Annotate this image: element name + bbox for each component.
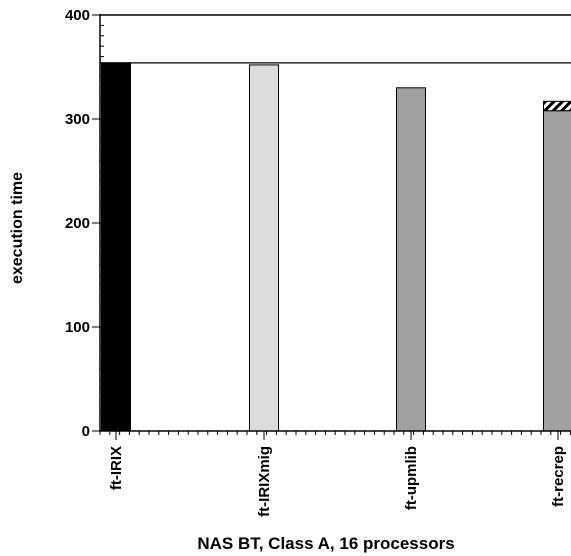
y-tick-label: 400 bbox=[65, 7, 90, 24]
x-tick-label: ft-IRIX bbox=[108, 446, 125, 490]
bar-segment-ft-recrep bbox=[543, 100, 571, 112]
y-tick-label: 100 bbox=[65, 319, 90, 336]
x-axis-label: NAS BT, Class A, 16 processors bbox=[197, 534, 454, 553]
y-tick-label: 0 bbox=[82, 423, 90, 440]
y-tick-label: 300 bbox=[65, 111, 90, 128]
bar-ft-upmlib bbox=[396, 87, 426, 432]
plot-area: 0 100 200 300 400 ft-IRIX ft-IRIXmig ft-upmlib f… bbox=[65, 7, 571, 517]
x-tick-label: ft-recrep bbox=[550, 446, 567, 507]
bar-ft-IRIXmig bbox=[249, 64, 279, 432]
x-tick-label: ft-upmlib bbox=[403, 446, 420, 510]
y-tick-label: 200 bbox=[65, 215, 90, 232]
bar-ft-IRIX bbox=[101, 62, 131, 432]
y-axis-label: execution time bbox=[9, 172, 26, 284]
bar-ft-recrep bbox=[543, 110, 571, 432]
x-tick-label: ft-IRIXmig bbox=[256, 446, 273, 517]
